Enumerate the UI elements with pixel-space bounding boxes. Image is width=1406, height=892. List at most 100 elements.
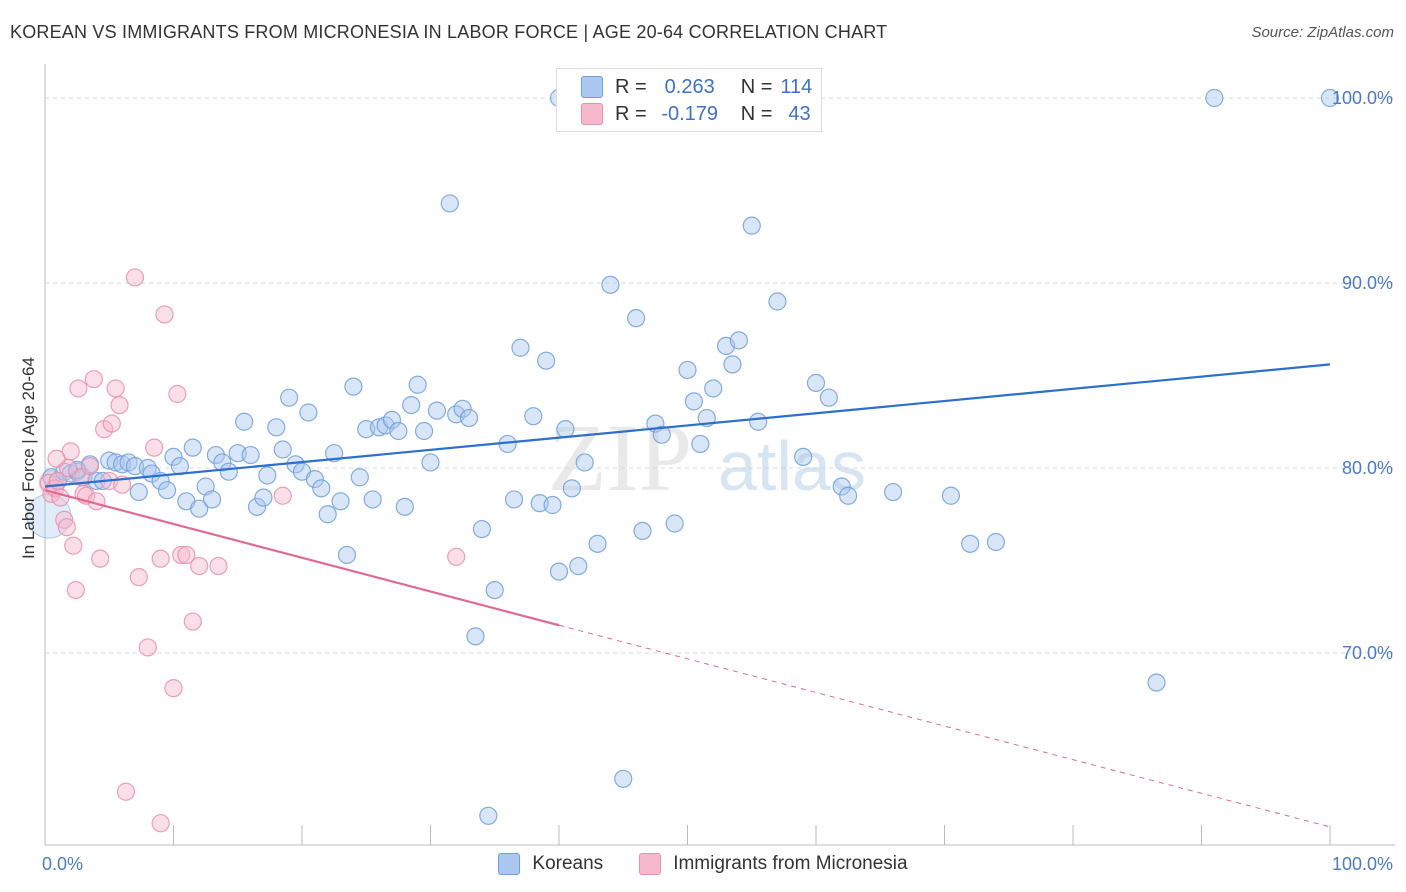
korean-point xyxy=(202,490,222,509)
korean-point xyxy=(305,470,324,489)
micronesia-point xyxy=(164,679,183,698)
korean-point xyxy=(1205,88,1224,108)
legend-item-micronesia: Immigrants from Micronesia xyxy=(639,853,908,875)
korean-point xyxy=(806,373,826,392)
n-value: 43 xyxy=(788,102,811,125)
korean-point xyxy=(819,388,838,407)
micronesia-point xyxy=(102,414,121,433)
korean-point xyxy=(986,532,1006,552)
korean-point xyxy=(479,806,498,825)
data-points xyxy=(26,88,1340,833)
korean-point xyxy=(318,505,337,524)
micronesia-point xyxy=(84,370,103,389)
micronesia-point xyxy=(138,638,157,657)
korean-point xyxy=(344,377,363,396)
micronesia-point xyxy=(129,568,148,587)
n-label: N = xyxy=(740,75,773,98)
korean-point xyxy=(267,418,286,437)
koreans-swatch xyxy=(498,853,521,875)
korean-point xyxy=(1147,673,1166,692)
korean-point xyxy=(453,399,472,418)
korean-point xyxy=(440,194,459,213)
micronesia-point xyxy=(116,782,136,801)
grid-lines xyxy=(45,97,1395,654)
korean-point xyxy=(331,492,350,511)
legend-label: Immigrants from Micronesia xyxy=(673,853,908,874)
korean-point xyxy=(106,453,125,472)
korean-point xyxy=(312,479,331,498)
korean-point xyxy=(472,519,491,539)
y-tick-label: 70.0% xyxy=(1342,643,1393,663)
korean-point xyxy=(414,421,434,441)
korean-point xyxy=(485,580,504,600)
koreans-swatch xyxy=(581,76,603,98)
n-value: 114 xyxy=(780,75,813,98)
legend-label: Koreans xyxy=(532,853,604,874)
micronesia-point xyxy=(183,612,202,631)
korean-point xyxy=(511,338,530,357)
korean-point xyxy=(883,482,903,502)
korean-point xyxy=(206,445,226,465)
korean-point xyxy=(382,410,402,429)
korean-point xyxy=(556,420,575,439)
korean-point xyxy=(549,562,569,581)
korean-point xyxy=(729,331,749,350)
korean-point xyxy=(537,351,556,370)
korean-point xyxy=(678,360,697,380)
n-label: N = xyxy=(740,102,773,125)
watermark-zip: ZIP xyxy=(548,404,692,511)
micronesia-point xyxy=(209,556,228,576)
micronesia-swatch xyxy=(639,853,662,875)
korean-point xyxy=(601,275,620,294)
micronesia-point xyxy=(151,814,170,833)
stats-row-micronesia: R = -0.179 N = 43 xyxy=(581,100,811,128)
micronesia-point xyxy=(168,384,187,404)
korean-point xyxy=(273,440,292,459)
source-label: Source: ZipAtlas.com xyxy=(1251,24,1394,41)
korean-point xyxy=(389,421,408,441)
korean-point xyxy=(704,379,723,398)
micronesia-point xyxy=(177,545,196,565)
korean-point xyxy=(466,627,485,646)
micronesia-point xyxy=(190,556,209,576)
tick-labels: 70.0% 80.0% 90.0% 100.0% 0.0% 100.0% xyxy=(42,88,1393,874)
korean-point xyxy=(408,375,427,394)
micronesia-point xyxy=(447,547,466,566)
korean-point xyxy=(633,521,652,541)
x-tick-label: 0.0% xyxy=(42,854,83,874)
korean-point xyxy=(299,403,318,422)
korean-point xyxy=(614,769,633,788)
legend-item-koreans: Koreans xyxy=(498,853,603,875)
korean-point xyxy=(569,556,588,576)
korean-point xyxy=(723,355,742,374)
y-tick-label: 100.0% xyxy=(1332,88,1393,108)
korean-point xyxy=(794,447,813,466)
korean-point xyxy=(652,425,671,444)
trend-lines xyxy=(44,363,1331,828)
korean-point xyxy=(543,495,562,515)
watermark: ZIP atlas xyxy=(548,404,866,511)
micronesia-point xyxy=(151,549,170,568)
series-legend: Koreans Immigrants from Micronesia xyxy=(0,850,1406,878)
korean-point xyxy=(427,401,447,420)
korean-trend-line xyxy=(44,363,1331,488)
korean-point xyxy=(325,444,344,463)
micronesia-swatch xyxy=(581,103,603,125)
stats-row-koreans: R = 0.263 N = 114 xyxy=(581,73,812,101)
korean-point xyxy=(129,482,148,502)
korean-point xyxy=(402,396,421,415)
micronesia-point xyxy=(55,510,74,529)
micronesia-point xyxy=(106,379,125,398)
korean-point xyxy=(350,468,369,487)
micronesia-point xyxy=(80,457,100,476)
korean-point xyxy=(190,499,209,518)
axes xyxy=(44,64,1395,846)
korean-point xyxy=(742,216,761,235)
micronesia-trend-line xyxy=(44,489,560,627)
micronesia-point xyxy=(145,438,164,457)
chart-title: KOREAN VS IMMIGRANTS FROM MICRONESIA IN … xyxy=(10,22,888,42)
korean-point xyxy=(183,438,202,457)
korean-point xyxy=(626,309,646,328)
micronesia-point xyxy=(172,545,191,565)
